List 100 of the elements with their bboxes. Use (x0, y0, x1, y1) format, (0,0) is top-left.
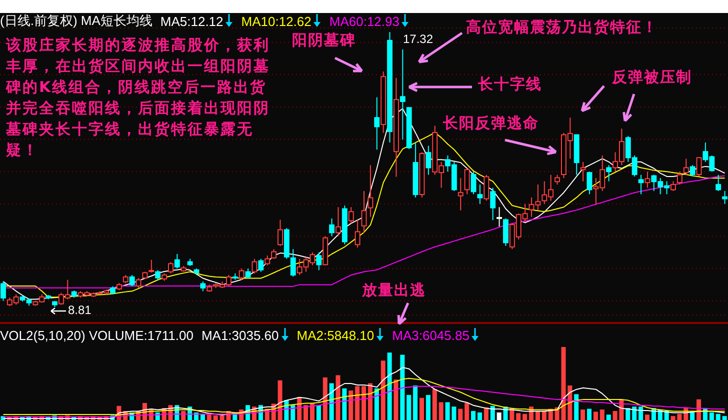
bar (490, 406, 495, 420)
candlestick (716, 174, 722, 192)
bar (394, 380, 398, 420)
bar (496, 412, 502, 420)
candlestick (361, 190, 367, 234)
candlestick (174, 254, 180, 270)
bar (200, 414, 205, 420)
candlestick (586, 171, 592, 195)
bar (342, 388, 347, 420)
candlestick (683, 158, 689, 176)
bar (355, 386, 360, 420)
candlestick (374, 96, 380, 150)
candlestick (503, 218, 508, 246)
candlestick (722, 190, 728, 204)
bar (232, 414, 238, 420)
candlestick (245, 268, 251, 279)
bar (420, 398, 424, 420)
candlestick (200, 280, 206, 292)
candlestick (690, 164, 696, 177)
annotation: 放量出逃 (362, 280, 426, 301)
candlestick (155, 270, 161, 280)
candlestick (271, 248, 277, 260)
candlestick (490, 187, 496, 221)
candlestick (0, 280, 6, 302)
candlestick (148, 259, 154, 273)
bar (322, 377, 328, 420)
bar (432, 389, 437, 420)
annotation: 阳阴墓碑 (292, 30, 356, 51)
bar (709, 412, 714, 420)
bar (471, 410, 476, 420)
candlestick (676, 171, 682, 186)
candlestick (477, 184, 483, 204)
bar (387, 352, 392, 420)
annotation: 反弹被压制 (612, 67, 692, 88)
candlestick (354, 220, 360, 248)
candlestick (348, 206, 354, 224)
candlestick (129, 274, 135, 287)
bar (348, 390, 354, 420)
text: MA2:5848.10 (296, 328, 376, 342)
bar (477, 412, 482, 420)
annotation: 17.32 (403, 32, 434, 46)
candlestick (580, 161, 586, 182)
bar (580, 410, 586, 420)
bar (438, 402, 444, 420)
bar (316, 405, 321, 420)
bar (380, 360, 386, 420)
candlestick (554, 174, 560, 186)
candlestick (426, 145, 432, 176)
bar (535, 410, 540, 420)
bar (426, 394, 430, 420)
bar (368, 383, 372, 420)
bar (696, 399, 702, 420)
candlestick (400, 48, 406, 140)
chart-title: (日线.前复权) MA短长均线 (0, 12, 152, 30)
candlestick (278, 219, 283, 246)
bar (645, 414, 650, 420)
annotation: 高位宽幅震荡乃出货特征！ (466, 17, 658, 38)
text: MA1:3035.60 (201, 328, 280, 342)
text: MA10:12.62 (241, 14, 312, 28)
bar (329, 383, 334, 420)
bar (626, 408, 630, 420)
bar (632, 406, 637, 420)
candlestick (464, 168, 470, 195)
candlestick (168, 262, 174, 274)
candlestick (496, 206, 502, 228)
candlestick (264, 255, 270, 266)
text: MA5:12.12 (160, 14, 224, 28)
annotation: 长十字线 (478, 74, 542, 95)
candlestick (470, 171, 476, 195)
bar (606, 414, 611, 420)
candlestick (290, 248, 296, 278)
annotation: 长阳反弹逃命 (443, 113, 539, 134)
bar (484, 407, 488, 420)
bar (542, 410, 546, 420)
bar (690, 412, 695, 420)
chart-title: VOL2(5,10,20) VOLUME:1711.00 (0, 328, 194, 342)
candlestick (316, 252, 322, 271)
bar (574, 394, 579, 420)
bar (464, 402, 470, 420)
bar (310, 404, 314, 420)
candlestick (696, 156, 702, 177)
bar (362, 386, 366, 420)
text: MA3:6045.85 (392, 328, 470, 342)
bar (458, 408, 463, 420)
bar (522, 414, 528, 420)
candlestick (336, 206, 341, 237)
bar (304, 405, 308, 420)
candlestick (484, 174, 490, 202)
candlestick (329, 218, 335, 237)
bar (413, 385, 418, 420)
annotation: 该股庄家长期的逐波推高股价，获利丰厚，在出货区间内收出一组阳阴墓碑的K线组合，阴线跳空后一路出货并完全吞噬阳线，后面接着出现阳阴墓碑夹长十字线，出货特征暴露无疑！ (6, 35, 271, 161)
candlestick (644, 171, 650, 188)
bar (600, 410, 604, 420)
candlestick (136, 278, 142, 288)
candlestick (606, 164, 612, 182)
candlestick (258, 258, 264, 272)
bar (336, 375, 340, 420)
bar (593, 412, 598, 420)
bar (206, 414, 212, 420)
bar (374, 388, 379, 420)
